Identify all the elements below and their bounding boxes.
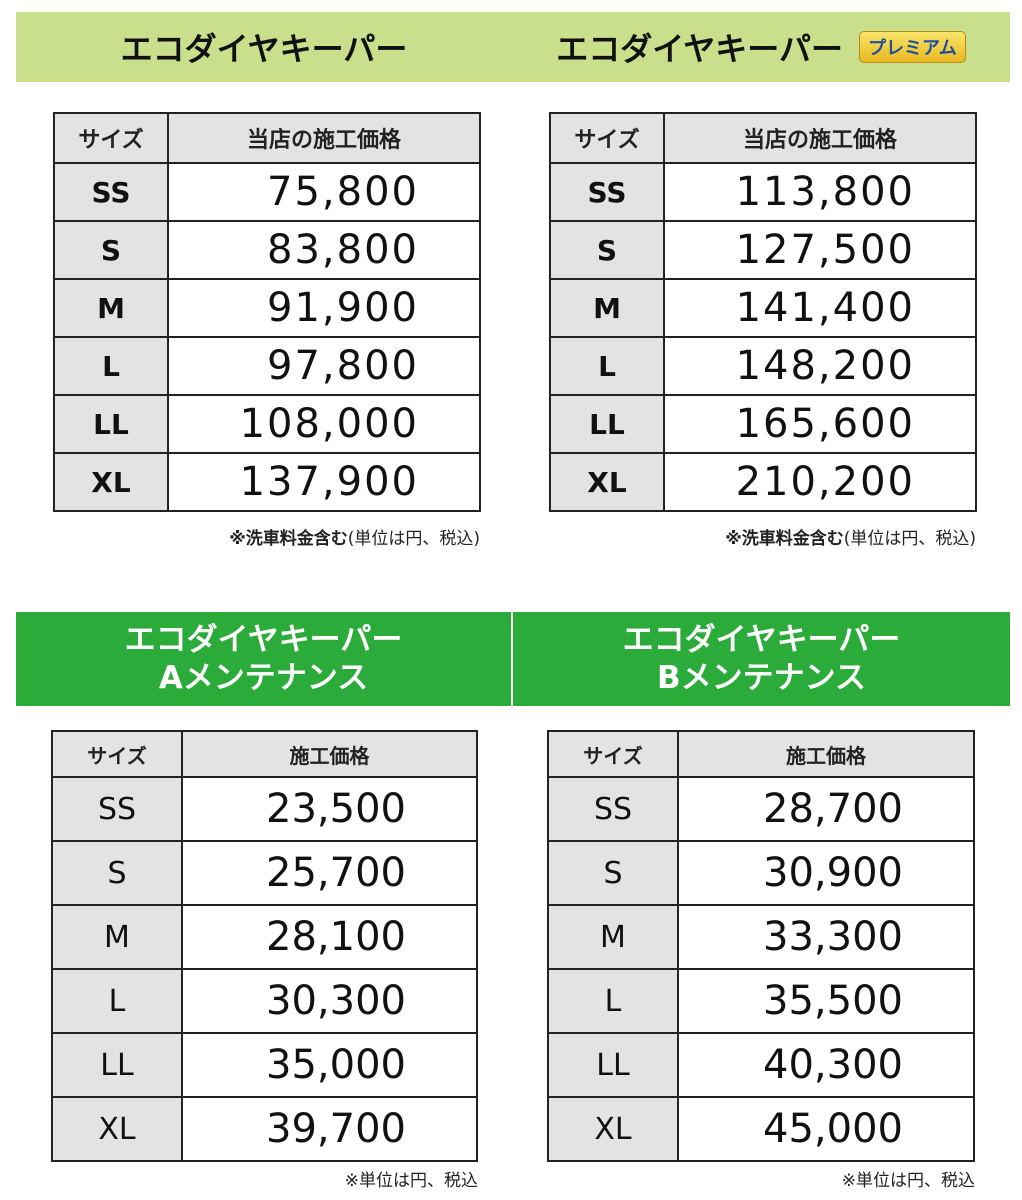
price-cell: 28,100 <box>181 904 478 970</box>
price-cell: 141,400 <box>663 278 977 338</box>
table-row: XL 137,900 <box>53 452 481 512</box>
price-note: ※洗車料金含む(単位は円、税込) <box>229 529 480 549</box>
table-row: XL 39,700 <box>51 1096 478 1162</box>
price-cell: 35,000 <box>181 1032 478 1098</box>
table-row: L 97,800 <box>53 336 481 396</box>
size-cell: S <box>51 840 183 906</box>
size-cell: LL <box>53 394 169 454</box>
header-row: サイズ 施工価格 <box>51 730 478 778</box>
price-note: ※単位は円、税込 <box>344 1171 478 1191</box>
column-header: サイズ <box>549 112 665 164</box>
size-cell: M <box>549 278 665 338</box>
table-row: M 91,900 <box>53 278 481 338</box>
column-header: 施工価格 <box>181 730 478 778</box>
table-row: SS 75,800 <box>53 162 481 222</box>
table-row: LL 165,600 <box>549 394 977 454</box>
title: エコダイヤキーパー <box>120 30 408 68</box>
column-header: サイズ <box>51 730 183 778</box>
table-row: S 83,800 <box>53 220 481 280</box>
price-cell: 127,500 <box>663 220 977 280</box>
price-cell: 40,300 <box>677 1032 975 1098</box>
table-row: L 35,500 <box>547 968 975 1034</box>
price-cell: 83,800 <box>167 220 481 280</box>
size-cell: S <box>53 220 169 280</box>
price-table-standard: サイズ 当店の施工価格 SS 75,800 S 83,800 M 91,900 L 97,800 L… <box>53 112 481 512</box>
title-banner-standard: エコダイヤキーパー <box>16 12 512 82</box>
table-row: XL 45,000 <box>547 1096 975 1162</box>
price-table-a-maintenance: サイズ 施工価格 SS 23,500 S 25,700 M 28,100 L 30,300 LL 35… <box>51 730 478 1162</box>
header-row: サイズ 当店の施工価格 <box>53 112 481 164</box>
size-cell: XL <box>547 1096 679 1162</box>
size-cell: LL <box>549 394 665 454</box>
table-row: LL 40,300 <box>547 1032 975 1098</box>
price-cell: 210,200 <box>663 452 977 512</box>
size-cell: XL <box>53 452 169 512</box>
table-row: SS 113,800 <box>549 162 977 222</box>
price-cell: 23,500 <box>181 776 478 842</box>
size-cell: SS <box>547 776 679 842</box>
price-cell: 137,900 <box>167 452 481 512</box>
header-row: サイズ 施工価格 <box>547 730 975 778</box>
table-row: LL 108,000 <box>53 394 481 454</box>
size-cell: L <box>549 336 665 396</box>
size-cell: SS <box>53 162 169 222</box>
price-cell: 35,500 <box>677 968 975 1034</box>
price-cell: 75,800 <box>167 162 481 222</box>
table-row: S 25,700 <box>51 840 478 906</box>
header-row: サイズ 当店の施工価格 <box>549 112 977 164</box>
table-row: M 33,300 <box>547 904 975 970</box>
premium-badge: プレミアム <box>858 31 966 63</box>
size-cell: L <box>547 968 679 1034</box>
table-row: M 28,100 <box>51 904 478 970</box>
size-cell: LL <box>547 1032 679 1098</box>
column-header: 当店の施工価格 <box>663 112 977 164</box>
price-cell: 108,000 <box>167 394 481 454</box>
size-cell: SS <box>549 162 665 222</box>
price-cell: 30,300 <box>181 968 478 1034</box>
price-cell: 97,800 <box>167 336 481 396</box>
size-cell: M <box>53 278 169 338</box>
table-row: S 30,900 <box>547 840 975 906</box>
title-banner-b-maintenance: エコダイヤキーパー Bメンテナンス <box>513 612 1010 706</box>
price-cell: 28,700 <box>677 776 975 842</box>
price-cell: 148,200 <box>663 336 977 396</box>
table-row: LL 35,000 <box>51 1032 478 1098</box>
price-cell: 25,700 <box>181 840 478 906</box>
table-row: XL 210,200 <box>549 452 977 512</box>
price-note: ※単位は円、税込 <box>841 1171 975 1191</box>
column-header: サイズ <box>53 112 169 164</box>
price-table-premium: サイズ 当店の施工価格 SS 113,800 S 127,500 M 141,400 L 148,… <box>549 112 977 512</box>
table-row: SS 28,700 <box>547 776 975 842</box>
size-cell: S <box>549 220 665 280</box>
size-cell: S <box>547 840 679 906</box>
price-cell: 39,700 <box>181 1096 478 1162</box>
size-cell: L <box>51 968 183 1034</box>
table-row: S 127,500 <box>549 220 977 280</box>
title-banner-a-maintenance: エコダイヤキーパー Aメンテナンス <box>16 612 511 706</box>
title: エコダイヤキーパー <box>556 30 843 68</box>
size-cell: L <box>53 336 169 396</box>
table-row: L 148,200 <box>549 336 977 396</box>
price-cell: 165,600 <box>663 394 977 454</box>
price-note: ※洗車料金含む(単位は円、税込) <box>725 529 976 549</box>
price-cell: 113,800 <box>663 162 977 222</box>
price-table-b-maintenance: サイズ 施工価格 SS 28,700 S 30,900 M 33,300 L 35,500 LL 40… <box>547 730 975 1162</box>
price-cell: 30,900 <box>677 840 975 906</box>
column-header: 当店の施工価格 <box>167 112 481 164</box>
size-cell: M <box>547 904 679 970</box>
title-banner-premium: エコダイヤキーパー プレミアム <box>512 12 1010 82</box>
price-cell: 33,300 <box>677 904 975 970</box>
size-cell: XL <box>51 1096 183 1162</box>
column-header: 施工価格 <box>677 730 975 778</box>
size-cell: LL <box>51 1032 183 1098</box>
size-cell: SS <box>51 776 183 842</box>
table-row: M 141,400 <box>549 278 977 338</box>
table-row: SS 23,500 <box>51 776 478 842</box>
size-cell: XL <box>549 452 665 512</box>
size-cell: M <box>51 904 183 970</box>
column-header: サイズ <box>547 730 679 778</box>
table-row: L 30,300 <box>51 968 478 1034</box>
price-cell: 91,900 <box>167 278 481 338</box>
price-cell: 45,000 <box>677 1096 975 1162</box>
